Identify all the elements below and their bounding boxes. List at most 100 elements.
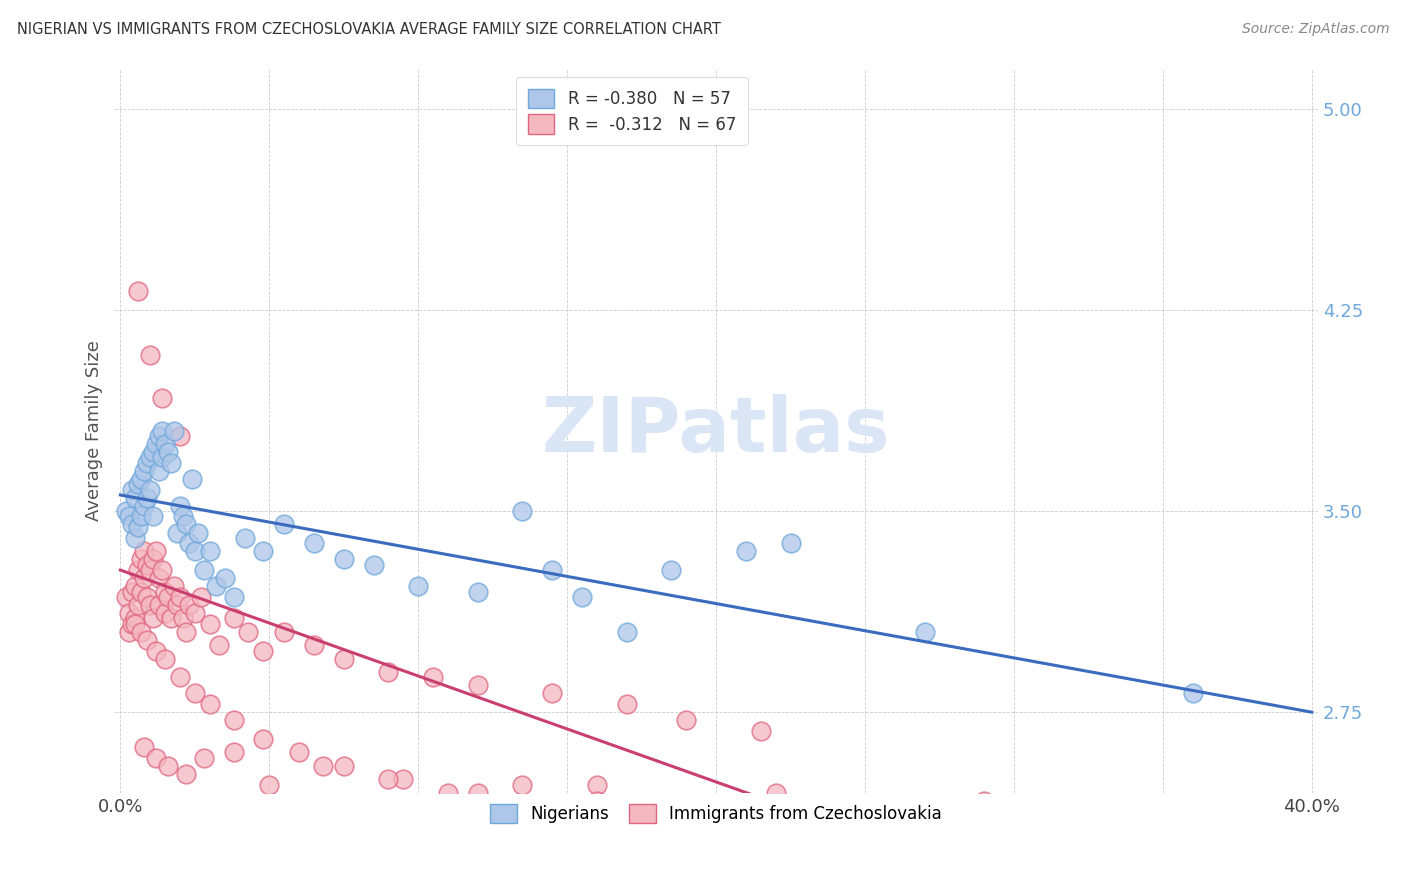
Point bbox=[145, 544, 167, 558]
Point bbox=[174, 767, 197, 781]
Point bbox=[148, 598, 170, 612]
Point bbox=[148, 464, 170, 478]
Point bbox=[134, 571, 156, 585]
Point bbox=[914, 624, 936, 639]
Point bbox=[129, 509, 152, 524]
Point bbox=[467, 678, 489, 692]
Point bbox=[252, 643, 274, 657]
Point bbox=[302, 638, 325, 652]
Point bbox=[512, 778, 534, 792]
Point bbox=[139, 483, 162, 497]
Point bbox=[169, 590, 191, 604]
Point bbox=[204, 579, 226, 593]
Point bbox=[127, 284, 149, 298]
Point bbox=[136, 590, 159, 604]
Point bbox=[252, 544, 274, 558]
Point bbox=[541, 686, 564, 700]
Point bbox=[139, 563, 162, 577]
Point bbox=[312, 759, 335, 773]
Point bbox=[129, 552, 152, 566]
Point bbox=[198, 544, 221, 558]
Point bbox=[145, 643, 167, 657]
Point bbox=[153, 651, 176, 665]
Point bbox=[134, 464, 156, 478]
Point bbox=[145, 751, 167, 765]
Point bbox=[148, 429, 170, 443]
Point bbox=[184, 686, 207, 700]
Point bbox=[121, 584, 143, 599]
Point bbox=[734, 544, 756, 558]
Point bbox=[124, 579, 146, 593]
Point bbox=[273, 517, 295, 532]
Point bbox=[675, 713, 697, 727]
Point bbox=[139, 598, 162, 612]
Point bbox=[169, 670, 191, 684]
Point bbox=[142, 509, 165, 524]
Point bbox=[129, 624, 152, 639]
Point bbox=[124, 491, 146, 505]
Point bbox=[392, 772, 415, 787]
Point bbox=[259, 778, 281, 792]
Point bbox=[172, 611, 194, 625]
Point bbox=[127, 477, 149, 491]
Point bbox=[136, 491, 159, 505]
Point bbox=[332, 651, 354, 665]
Point bbox=[332, 759, 354, 773]
Point bbox=[127, 598, 149, 612]
Point bbox=[169, 499, 191, 513]
Point bbox=[661, 563, 683, 577]
Point bbox=[675, 805, 697, 819]
Point bbox=[512, 504, 534, 518]
Point bbox=[222, 590, 245, 604]
Point bbox=[541, 563, 564, 577]
Point bbox=[973, 794, 995, 808]
Point bbox=[166, 525, 188, 540]
Point bbox=[174, 624, 197, 639]
Point bbox=[134, 544, 156, 558]
Point bbox=[121, 517, 143, 532]
Point bbox=[145, 437, 167, 451]
Point bbox=[377, 665, 399, 679]
Point bbox=[190, 590, 212, 604]
Point bbox=[150, 563, 173, 577]
Point bbox=[129, 584, 152, 599]
Point bbox=[273, 624, 295, 639]
Point bbox=[437, 786, 460, 800]
Point bbox=[571, 590, 593, 604]
Point bbox=[166, 598, 188, 612]
Point bbox=[288, 746, 311, 760]
Point bbox=[136, 632, 159, 647]
Point bbox=[160, 611, 183, 625]
Point bbox=[422, 670, 444, 684]
Point bbox=[779, 536, 801, 550]
Point bbox=[586, 778, 609, 792]
Point bbox=[377, 772, 399, 787]
Point bbox=[134, 499, 156, 513]
Point bbox=[157, 759, 180, 773]
Point bbox=[121, 616, 143, 631]
Point bbox=[749, 723, 772, 738]
Point bbox=[157, 445, 180, 459]
Point bbox=[129, 472, 152, 486]
Point bbox=[134, 740, 156, 755]
Point bbox=[124, 531, 146, 545]
Point bbox=[142, 611, 165, 625]
Point bbox=[180, 472, 202, 486]
Point bbox=[115, 504, 138, 518]
Point bbox=[193, 751, 215, 765]
Point bbox=[222, 611, 245, 625]
Point bbox=[616, 624, 638, 639]
Point bbox=[238, 624, 260, 639]
Point bbox=[139, 450, 162, 465]
Point bbox=[198, 616, 221, 631]
Point bbox=[174, 517, 197, 532]
Point bbox=[208, 638, 231, 652]
Point bbox=[586, 794, 609, 808]
Point bbox=[142, 552, 165, 566]
Point bbox=[193, 563, 215, 577]
Point bbox=[332, 552, 354, 566]
Point bbox=[118, 624, 141, 639]
Point bbox=[118, 606, 141, 620]
Point bbox=[163, 424, 186, 438]
Point bbox=[172, 509, 194, 524]
